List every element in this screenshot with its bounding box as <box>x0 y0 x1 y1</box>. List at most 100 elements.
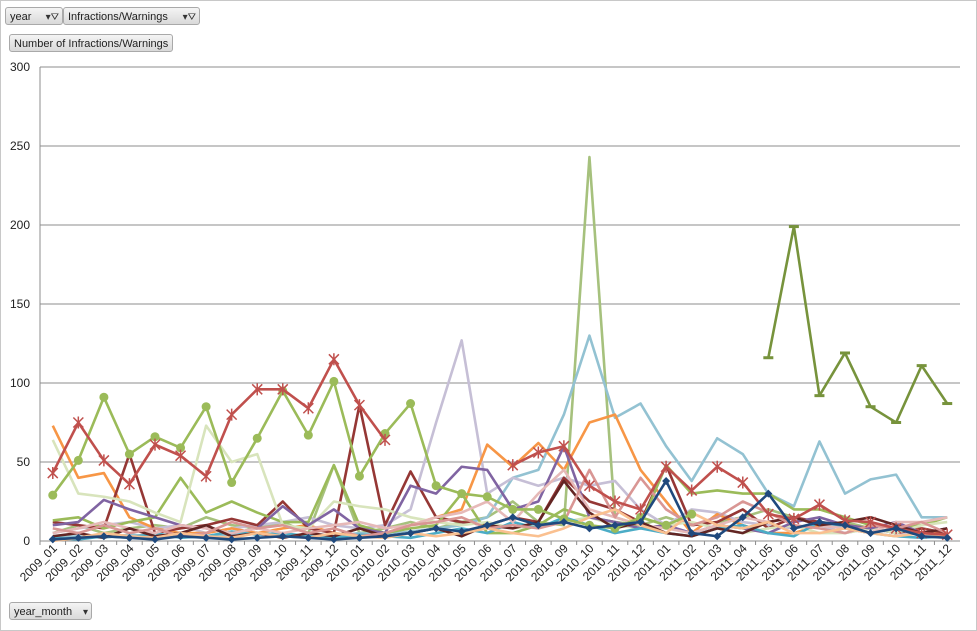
data-point <box>123 478 135 491</box>
data-point <box>508 513 517 522</box>
data-point <box>149 438 161 451</box>
data-point <box>379 433 391 446</box>
data-point <box>737 476 749 489</box>
data-point <box>353 399 365 412</box>
series-line <box>52 508 948 543</box>
axis-field-button[interactable]: year_month ▾ <box>9 602 92 620</box>
data-point <box>432 524 441 533</box>
series-line <box>52 468 948 538</box>
data-point <box>789 524 798 533</box>
y-tick-label: 300 <box>10 60 30 74</box>
data-point <box>609 495 621 508</box>
series-line <box>767 225 949 424</box>
measure-field-label: Number of Infractions/Warnings <box>14 38 169 50</box>
data-point <box>406 399 416 409</box>
data-point <box>457 527 466 536</box>
data-point <box>738 513 747 522</box>
data-point <box>406 529 415 538</box>
series-line <box>512 444 948 536</box>
data-point <box>381 532 389 541</box>
data-point <box>841 521 849 530</box>
data-point <box>176 443 186 453</box>
data-point <box>815 518 824 527</box>
data-point <box>303 430 313 440</box>
data-point <box>125 533 134 542</box>
data-point <box>532 446 544 459</box>
data-point <box>686 484 698 497</box>
data-point <box>865 516 877 529</box>
data-point <box>483 521 492 530</box>
infractions-filter-label: Infractions/Warnings <box>68 11 168 23</box>
infractions-filter-button[interactable]: Infractions/Warnings ▾⛛ <box>63 7 200 25</box>
series-line <box>52 403 948 535</box>
data-point <box>764 489 773 498</box>
year-filter-button[interactable]: year ▾⛛ <box>5 7 63 25</box>
data-point <box>636 518 645 527</box>
series-line <box>51 424 948 535</box>
data-point <box>304 533 313 542</box>
y-tick-label: 200 <box>10 218 30 232</box>
series-line <box>52 479 948 541</box>
data-point <box>47 467 59 480</box>
data-point <box>99 392 109 402</box>
y-tick-label: 150 <box>10 297 30 311</box>
data-point <box>661 520 671 530</box>
data-point <box>227 535 236 544</box>
data-point <box>558 440 570 453</box>
y-tick-label: 0 <box>23 534 30 548</box>
y-tick-label: 100 <box>10 376 30 390</box>
data-point <box>252 433 262 443</box>
data-point <box>611 521 619 530</box>
filter-icon: ▾⛛ <box>45 12 59 23</box>
data-point <box>507 459 519 472</box>
data-point <box>583 479 595 492</box>
data-point <box>176 532 185 541</box>
data-point <box>227 478 237 488</box>
data-point <box>251 383 263 396</box>
data-point <box>48 535 57 544</box>
data-point <box>482 492 492 502</box>
data-point <box>713 532 722 541</box>
y-tick-label: 250 <box>10 139 30 153</box>
data-point <box>917 532 926 541</box>
data-point <box>328 353 340 366</box>
data-point <box>355 533 364 542</box>
data-point <box>687 509 697 519</box>
data-point <box>202 533 211 542</box>
data-point <box>150 432 160 442</box>
data-point <box>278 532 287 541</box>
data-point <box>585 524 594 533</box>
data-point <box>151 535 159 544</box>
data-point <box>457 489 467 499</box>
data-point <box>253 533 262 542</box>
data-point <box>711 460 723 473</box>
data-point <box>660 460 672 473</box>
data-point <box>124 449 134 459</box>
data-point <box>72 416 84 429</box>
y-tick-label: 50 <box>17 455 31 469</box>
data-point <box>226 408 238 421</box>
data-point <box>431 481 441 491</box>
data-point <box>508 504 518 514</box>
data-point <box>329 535 338 544</box>
data-point <box>534 521 543 530</box>
data-point <box>892 524 901 533</box>
data-point <box>48 490 58 500</box>
data-point <box>813 498 825 511</box>
data-point <box>200 470 212 483</box>
data-point <box>277 383 289 396</box>
data-point <box>175 449 187 462</box>
filter-icon: ▾⛛ <box>182 12 196 23</box>
year-filter-label: year <box>10 11 32 23</box>
series-line <box>52 463 948 535</box>
data-point <box>201 402 211 412</box>
data-point <box>943 533 952 542</box>
measure-field-button[interactable]: Number of Infractions/Warnings <box>9 34 173 52</box>
data-point <box>74 533 83 542</box>
data-point <box>866 529 875 538</box>
data-point <box>533 504 543 514</box>
axis-field-label: year_month <box>14 606 73 618</box>
data-point <box>559 518 568 527</box>
data-point <box>73 455 83 465</box>
